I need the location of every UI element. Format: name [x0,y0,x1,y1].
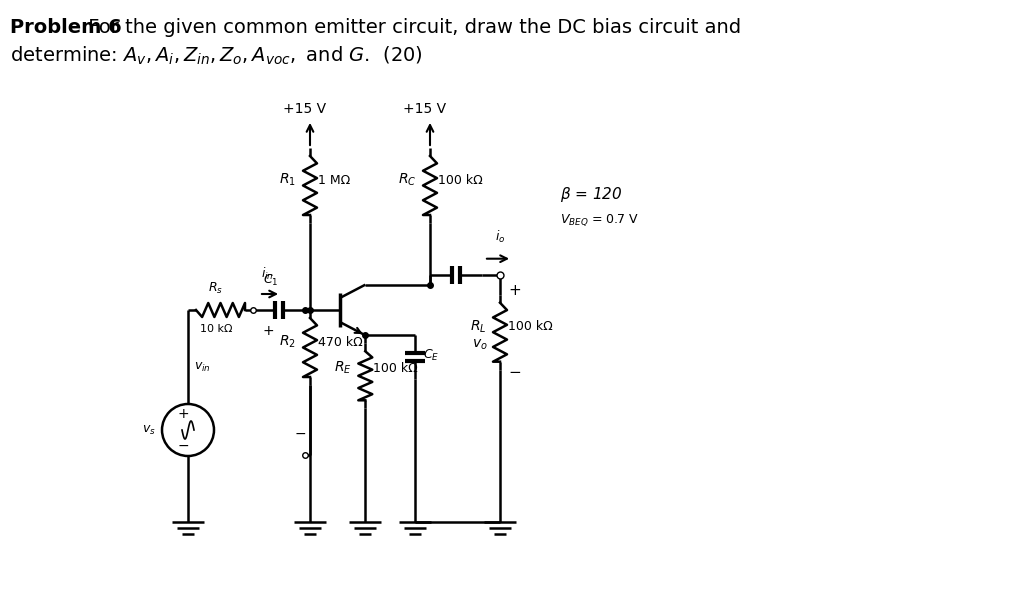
Text: −: − [177,439,188,453]
Text: $R_1$: $R_1$ [280,172,296,188]
Text: +15 V: +15 V [403,102,446,116]
Text: −: − [294,427,306,441]
Text: $R_L$: $R_L$ [470,319,486,335]
Text: $v_{in}$: $v_{in}$ [194,360,211,373]
Text: +: + [262,324,273,338]
Text: $R_E$: $R_E$ [334,360,351,376]
Text: +15 V: +15 V [284,102,327,116]
Text: 470 kΩ: 470 kΩ [318,336,362,349]
Text: Problem 6: Problem 6 [10,18,122,37]
Text: $C_E$: $C_E$ [423,348,439,363]
Text: $C_1$: $C_1$ [263,273,279,288]
Text: +: + [508,283,521,298]
Text: 100 kΩ: 100 kΩ [374,362,418,375]
Text: $i_{in}$: $i_{in}$ [260,266,273,282]
Text: $R_s$: $R_s$ [209,281,223,296]
Text: 1 MΩ: 1 MΩ [318,173,350,186]
Text: $R_2$: $R_2$ [280,334,296,350]
Text: 100 kΩ: 100 kΩ [438,173,482,186]
Text: 10 kΩ: 10 kΩ [200,324,232,334]
Text: $\beta$ = 120: $\beta$ = 120 [560,185,623,205]
Text: +: + [177,407,188,421]
Text: $R_C$: $R_C$ [397,172,416,188]
Text: $v_s$: $v_s$ [142,424,156,437]
Text: $V_{BEQ}$ = 0.7 V: $V_{BEQ}$ = 0.7 V [560,212,639,228]
Text: determine: $A_v, A_i, Z_{in}, Z_o, A_{voc},$ and $G$.  (20): determine: $A_v, A_i, Z_{in}, Z_o, A_{vo… [10,45,423,67]
Text: $v_o$: $v_o$ [472,337,488,352]
Text: For the given common emitter circuit, draw the DC bias circuit and: For the given common emitter circuit, dr… [82,18,741,37]
Text: $i_o$: $i_o$ [495,228,505,245]
Text: −: − [508,365,521,380]
Text: 100 kΩ: 100 kΩ [508,320,553,333]
